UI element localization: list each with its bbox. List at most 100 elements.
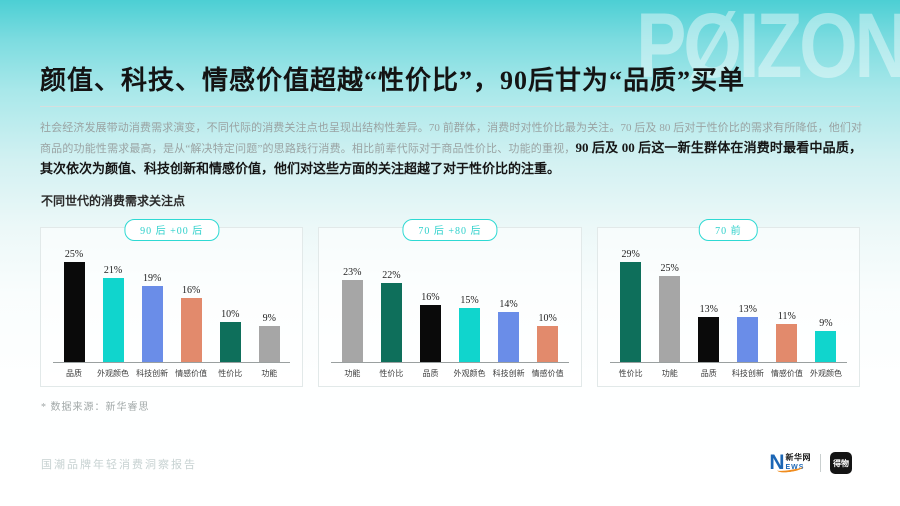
bar bbox=[102, 278, 124, 362]
bar-category-label: 品质 bbox=[700, 369, 717, 378]
bar-category-label: 品质 bbox=[66, 369, 82, 378]
bar bbox=[141, 286, 163, 362]
bar-column: 19% bbox=[136, 273, 168, 362]
chart-plot-area: 25% 21% 19% 16% 10% 9% bbox=[53, 228, 291, 363]
bar bbox=[776, 324, 798, 362]
pill-label: 90 后 +00 后 bbox=[140, 226, 204, 237]
bar bbox=[815, 331, 837, 362]
bar bbox=[698, 317, 720, 362]
bar-column: 10% bbox=[532, 313, 564, 362]
bar-column: 25% bbox=[654, 263, 686, 362]
bar bbox=[659, 276, 681, 362]
bar-column: 11% bbox=[771, 311, 803, 362]
report-footer-title: 国潮品牌年轻消费洞察报告 bbox=[41, 459, 197, 471]
bar-value-label: 10% bbox=[538, 313, 557, 324]
chart-category-axis: 性价比 功能 品质 科技创新 情感价值 外观颜色 bbox=[610, 368, 847, 379]
xinhuanet-cn-text: 新华网 bbox=[785, 452, 811, 462]
bar-category-label: 外观颜色 bbox=[809, 369, 842, 378]
bar-value-label: 13% bbox=[699, 304, 718, 315]
chart-category-axis: 功能 性价比 品质 外观颜色 科技创新 情感价值 bbox=[331, 368, 568, 379]
footer-logos: N 新华网 EWS 得物 bbox=[769, 450, 852, 475]
bar-category-label: 品质 bbox=[422, 369, 439, 378]
bar-category-label: 外观颜色 bbox=[453, 369, 486, 378]
bar bbox=[380, 283, 402, 362]
xinhuanet-n-mark: N bbox=[769, 450, 785, 474]
bar-value-label: 9% bbox=[262, 313, 276, 324]
body-bold-text: 90 后及 00 后这一新生群体在消费时最看中品质，其次依次为颜值、科技创新和情… bbox=[40, 140, 862, 176]
bar-category-label: 性价比 bbox=[218, 369, 243, 378]
pill-label: 70 前 bbox=[715, 226, 742, 237]
bar-category-label: 功能 bbox=[661, 369, 678, 378]
chart-plot-area: 29% 25% 13% 13% 11% 9% bbox=[609, 228, 847, 363]
bar-column: 21% bbox=[97, 265, 129, 362]
bar-value-label: 10% bbox=[221, 309, 240, 320]
chart-plot-area: 23% 22% 16% 15% 14% 10% bbox=[331, 228, 569, 363]
bar bbox=[63, 262, 85, 362]
bar bbox=[537, 326, 559, 362]
body-paragraph: 社会经济发展带动消费需求演变，不同代际的消费关注点也呈现出结构性差异。70 前群… bbox=[40, 119, 862, 180]
chart-generation-pill: 90 后 +00 后 bbox=[124, 219, 220, 241]
bar-category-label: 科技创新 bbox=[136, 369, 169, 378]
bar-column: 9% bbox=[253, 313, 285, 362]
bar bbox=[498, 312, 520, 362]
logo-separator bbox=[820, 454, 821, 472]
data-source-note: * 数据来源：新华睿思 bbox=[41, 402, 150, 413]
xinhuanet-logo: N 新华网 EWS bbox=[769, 450, 812, 475]
bar bbox=[737, 317, 759, 362]
bar-column: 15% bbox=[454, 295, 486, 362]
bar-category-label: 情感价值 bbox=[175, 369, 208, 378]
bar-column: 25% bbox=[58, 249, 90, 362]
bar-category-label: 性价比 bbox=[379, 369, 404, 378]
bar-category-label: 科技创新 bbox=[731, 369, 764, 378]
bar-category-label: 情感价值 bbox=[531, 369, 564, 378]
bar bbox=[419, 305, 441, 362]
bar-column: 13% bbox=[732, 304, 764, 362]
bar bbox=[180, 298, 202, 362]
bar-column: 9% bbox=[810, 318, 842, 362]
dewu-logo-text: 得物 bbox=[833, 458, 849, 468]
bar-column: 29% bbox=[615, 249, 647, 362]
chart-card-70s-80s: 70 后 +80 后 23% 22% 16% 15% 14% 10% 功能 性价比 品质 外观颜… bbox=[318, 219, 582, 387]
bar-column: 22% bbox=[375, 270, 407, 362]
bar-value-label: 23% bbox=[343, 267, 362, 278]
chart-generation-pill: 70 后 +80 后 bbox=[402, 219, 498, 241]
pill-label: 70 后 +80 后 bbox=[418, 226, 482, 237]
chart-card-pre-70: 70 前 29% 25% 13% 13% 11% 9% 性价比 功能 品质 科技创新 情感价值 外观… bbox=[596, 219, 860, 387]
chart-card-90s-00s: 90 后 +00 后 25% 21% 19% 16% 10% 9% 品质 外观颜色 科技创新情… bbox=[40, 219, 304, 387]
chart-category-axis: 品质 外观颜色 科技创新 情感价值 性价比 功能 bbox=[53, 368, 290, 379]
bar-value-label: 19% bbox=[142, 273, 162, 284]
bar-value-label: 25% bbox=[660, 263, 679, 274]
bar-column: 14% bbox=[493, 299, 525, 362]
bar-value-label: 14% bbox=[499, 299, 518, 310]
section-label: 不同世代的消费需求关注点 bbox=[41, 194, 186, 208]
xinhuanet-wordmark: 新华网 EWS bbox=[785, 452, 812, 471]
bar-value-label: 22% bbox=[382, 270, 401, 281]
bar-value-label: 25% bbox=[64, 249, 84, 260]
bar bbox=[341, 280, 363, 362]
bar-category-label: 科技创新 bbox=[492, 369, 525, 378]
bar-column: 13% bbox=[693, 304, 725, 362]
bar-value-label: 16% bbox=[421, 292, 440, 303]
bar-value-label: 29% bbox=[621, 249, 640, 260]
bar bbox=[219, 322, 241, 362]
bar bbox=[620, 262, 642, 362]
page-title: 颜值、科技、情感价值超越“性价比”，90后甘为“品质”买单 bbox=[40, 66, 746, 95]
bar-column: 10% bbox=[214, 309, 246, 362]
chart-generation-pill: 70 前 bbox=[699, 219, 758, 241]
bar bbox=[258, 326, 280, 362]
title-divider bbox=[40, 106, 860, 107]
bar-value-label: 11% bbox=[777, 311, 796, 322]
bar-value-label: 13% bbox=[738, 304, 758, 315]
bar bbox=[459, 308, 481, 362]
bar-category-label: 功能 bbox=[261, 369, 278, 378]
poizon-watermark: PØIZON bbox=[636, 0, 900, 97]
bar-column: 23% bbox=[336, 267, 368, 362]
xinhuanet-en-text: EWS bbox=[785, 463, 805, 471]
bar-category-label: 情感价值 bbox=[770, 369, 803, 378]
bar-category-label: 功能 bbox=[344, 369, 361, 378]
bar-value-label: 16% bbox=[182, 285, 201, 296]
bar-category-label: 性价比 bbox=[618, 369, 643, 378]
bar-value-label: 9% bbox=[819, 318, 833, 329]
body-regular-text: 社会经济发展带动消费需求演变，不同代际的消费关注点也呈现出结构性差异。70 前群… bbox=[40, 122, 862, 155]
